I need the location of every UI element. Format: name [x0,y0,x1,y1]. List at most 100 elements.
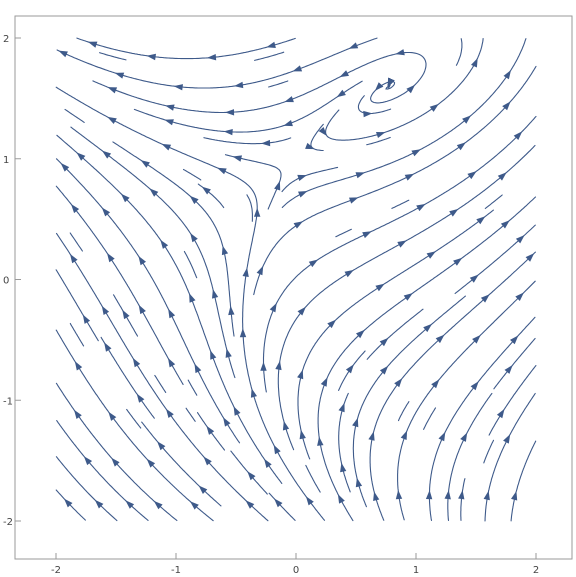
streamline-arrowhead [327,319,337,329]
streamline-arrowhead [94,499,104,509]
streamline-arrowhead [435,334,445,344]
streamline-arrowhead [201,186,211,195]
streamline-arrowhead [403,293,413,301]
streamline-arrowhead [247,471,256,481]
streamline-arrowhead [318,127,327,136]
streamline-arrowhead [379,337,389,347]
streamline-arrowhead [223,417,231,427]
streamline-arrowhead [101,305,110,315]
streamline [70,126,236,379]
streamline [397,401,410,422]
streamline-arrowhead [107,87,118,94]
streamline-arrowhead [217,167,227,175]
streamline-arrowhead [125,500,135,509]
streamline-arrowhead [164,119,174,126]
streamline-arrowhead [500,220,510,229]
streamline-arrowhead [431,379,440,389]
y-tick-label: -2 [3,517,13,528]
streamline-arrowhead [107,252,115,263]
streamline-arrowhead [102,150,112,159]
streamline [182,168,202,181]
streamline-arrowhead [368,431,375,441]
streamline-arrowhead [269,302,277,313]
streamline-arrowhead [423,323,433,333]
streamline [99,52,127,61]
streamline-arrowhead [362,231,372,239]
streamline-arrowhead [206,54,217,61]
streamline [56,134,283,484]
streamline [423,407,437,430]
streamline-arrowhead [83,456,93,466]
streamline-arrowhead [58,50,68,58]
streamline-arrowhead [233,406,241,416]
streamline-arrowhead [375,283,385,292]
streamline-arrowhead [189,293,196,303]
streamline-arrowhead [496,408,505,419]
streamline-arrowhead [166,408,174,418]
streamline-arrowhead [426,251,436,259]
streamline-arrowhead [467,171,477,180]
x-axis: -2 -1 0 1 2 [51,553,539,576]
streamline-arrowhead [70,253,78,264]
streamline-arrowhead [190,501,199,510]
streamline-arrowhead [444,490,451,500]
streamline-arrowhead [157,441,166,451]
streamline [455,38,463,66]
streamline-arrowhead [438,431,446,442]
streamline-arrowhead [146,458,156,468]
streamline-arrowhead [160,239,169,249]
streamline-arrowhead [374,82,384,91]
streamline [55,269,99,342]
streamline-arrowhead [74,409,82,419]
streamline [483,439,495,464]
streamline [69,232,83,252]
streamline [277,144,536,451]
streamline-arrowhead [165,104,175,111]
streamline-arrowhead [395,490,403,500]
streamline [317,196,537,522]
streamline [126,408,142,429]
streamline-arrowhead [64,498,73,508]
streamline-arrowhead [234,81,244,89]
streamline [56,37,378,89]
streamline-arrowhead [394,378,403,388]
streamline [254,51,285,61]
streamline [262,115,537,393]
streamline-arrowhead [173,84,183,91]
streamline [484,194,503,210]
streamline-arrowhead [275,360,282,371]
streamline-arrowhead [504,365,513,374]
streamline-arrowhead [107,116,117,124]
streamline-arrowhead [513,131,523,140]
streamline [357,95,392,115]
streamline-arrowhead [395,49,405,56]
streamline [76,37,296,60]
streamline-arrowhead [337,494,345,504]
streamline [310,123,324,152]
streamline [55,382,178,522]
streamline-arrowhead [397,240,407,248]
streamline-arrowhead [256,265,264,276]
streamline-arrowhead [387,77,395,88]
streamline-arrowhead [483,490,490,501]
y-tick-label: -1 [3,396,13,407]
plot-frame [14,15,573,560]
streamline-arrowhead [264,458,272,468]
streamline [352,295,466,508]
streamline-arrowhead [411,149,421,157]
streamline-arrowhead [480,294,490,303]
streamline-arrowhead [503,434,511,444]
streamline-arrowhead [379,365,389,375]
streamline-arrowhead [232,155,242,162]
streamline [253,65,537,296]
streamline [428,316,536,521]
streamline [246,194,253,222]
streamline-arrowhead [212,289,219,299]
streamline-arrowhead [254,207,261,217]
x-tick-label: 0 [293,565,299,576]
streamline-arrowhead [497,172,507,181]
streamline-arrowhead [101,207,111,217]
streamline-arrowhead [292,65,303,72]
streamline-arrowhead [476,216,486,225]
